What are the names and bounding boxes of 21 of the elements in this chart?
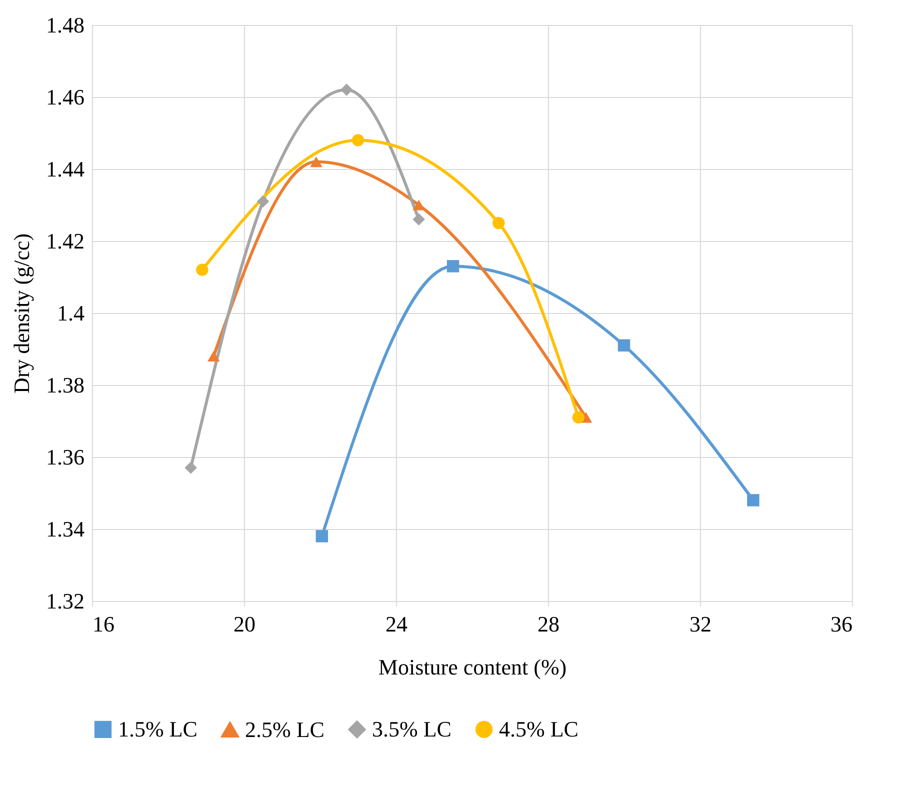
x-tick-label: 32 [690, 612, 712, 636]
legend-label: 2.5% LC [245, 716, 324, 742]
y-axis-title: Dry density (g/cc) [9, 233, 34, 394]
x-tick-label: 20 [234, 612, 256, 636]
y-tick-label: 1.48 [46, 12, 84, 38]
x-tick-label: 36 [830, 612, 852, 636]
x-tick-label: 28 [538, 612, 560, 636]
y-tick-label: 1.38 [46, 372, 84, 398]
y-tick-label: 1.36 [46, 444, 84, 470]
x-tick-label: 24 [386, 612, 408, 636]
y-tick-label: 1.4 [57, 300, 84, 326]
y-tick-label: 1.32 [46, 588, 84, 614]
y-tick-label: 1.42 [46, 228, 84, 254]
x-axis-title: Moisture content (%) [378, 654, 567, 680]
legend-label: 3.5% LC [372, 716, 452, 742]
y-tick-label: 1.44 [46, 156, 84, 182]
y-tick-label: 1.46 [46, 84, 84, 110]
legend-label: 1.5% LC [118, 716, 198, 742]
y-tick-label: 1.34 [46, 516, 84, 542]
legend-label: 4.5% LC [499, 716, 578, 742]
x-tick-label: 16 [92, 612, 114, 636]
